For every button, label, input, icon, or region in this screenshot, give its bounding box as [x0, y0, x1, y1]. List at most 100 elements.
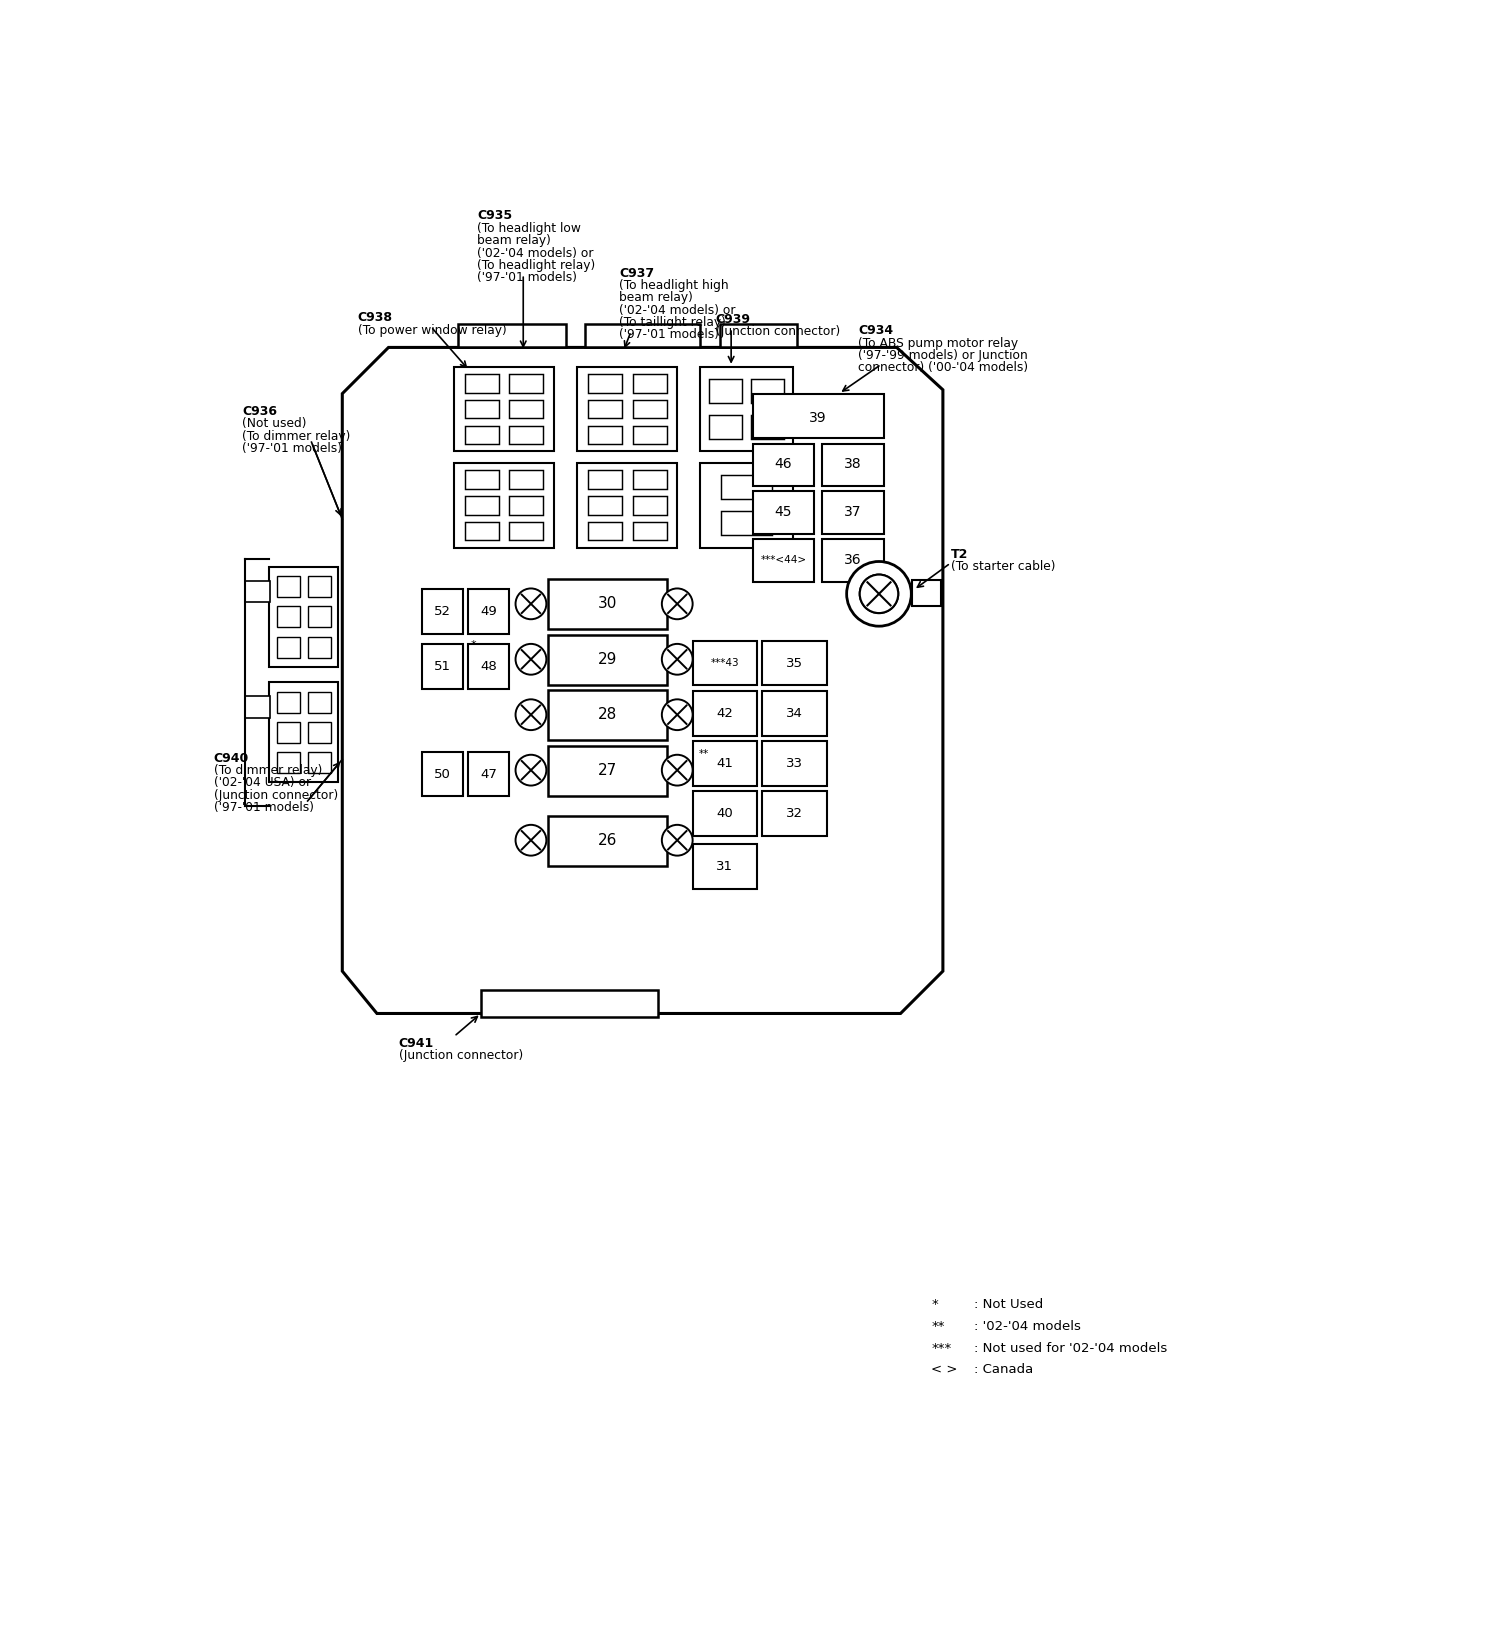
Text: : Not used for '02-'04 models: : Not used for '02-'04 models — [974, 1342, 1166, 1355]
Bar — [912, 580, 942, 607]
Bar — [458, 324, 565, 347]
Bar — [750, 380, 784, 403]
Bar — [708, 380, 743, 403]
Text: C937: C937 — [619, 266, 654, 279]
Text: ***<44>: ***<44> — [761, 556, 806, 566]
Text: (To dimmer relay): (To dimmer relay) — [243, 429, 351, 442]
Bar — [752, 393, 883, 439]
Text: 42: 42 — [716, 707, 734, 720]
Bar — [467, 589, 509, 635]
Bar — [633, 470, 666, 488]
Text: C938: C938 — [357, 311, 393, 324]
Bar — [509, 373, 544, 393]
Bar — [577, 367, 677, 452]
Text: (To headlight low: (To headlight low — [478, 222, 580, 235]
Bar — [307, 607, 330, 628]
Bar — [464, 426, 499, 444]
Text: 45: 45 — [775, 505, 793, 520]
Bar — [633, 373, 666, 393]
Bar — [464, 399, 499, 418]
Text: C934: C934 — [857, 324, 894, 337]
Bar — [422, 751, 463, 796]
Bar — [633, 521, 666, 541]
Bar — [763, 641, 827, 686]
Bar — [750, 416, 784, 439]
Text: (Not used): (Not used) — [243, 418, 307, 431]
Bar — [585, 324, 701, 347]
Text: ('97-'01 models): ('97-'01 models) — [243, 442, 342, 455]
Bar — [763, 690, 827, 735]
Text: : '02-'04 models: : '02-'04 models — [974, 1320, 1081, 1333]
Circle shape — [515, 644, 547, 674]
Bar — [821, 539, 883, 582]
Text: ('97-'01 models): ('97-'01 models) — [478, 271, 577, 284]
Text: ***43: ***43 — [711, 658, 740, 667]
Bar — [277, 753, 300, 773]
Circle shape — [515, 589, 547, 620]
Bar — [464, 496, 499, 515]
Text: *: * — [931, 1299, 937, 1312]
Text: C940: C940 — [214, 751, 249, 764]
Bar — [307, 722, 330, 743]
Text: 31: 31 — [716, 860, 734, 873]
Circle shape — [662, 644, 693, 674]
Text: : Not Used: : Not Used — [974, 1299, 1043, 1312]
Text: (Junction connector): (Junction connector) — [716, 326, 839, 339]
Text: **: ** — [699, 748, 710, 758]
Bar — [588, 470, 622, 488]
Circle shape — [515, 699, 547, 730]
Bar — [763, 791, 827, 835]
Bar — [277, 575, 300, 597]
Text: ('02-'04 models) or: ('02-'04 models) or — [478, 247, 594, 260]
Text: *: * — [470, 640, 476, 649]
Text: 41: 41 — [716, 756, 734, 769]
Bar — [422, 589, 463, 635]
Text: < >: < > — [931, 1363, 958, 1376]
Text: 28: 28 — [598, 707, 616, 722]
Bar — [633, 496, 666, 515]
Bar — [633, 399, 666, 418]
Bar — [588, 399, 622, 418]
Bar — [821, 444, 883, 487]
Bar — [633, 426, 666, 444]
Bar — [454, 367, 555, 452]
Bar — [509, 521, 544, 541]
Bar — [464, 521, 499, 541]
Polygon shape — [342, 347, 943, 1013]
Bar — [701, 464, 793, 547]
Bar — [509, 496, 544, 515]
Bar — [270, 567, 339, 667]
Text: 52: 52 — [434, 605, 451, 618]
Bar — [763, 741, 827, 786]
Text: **: ** — [931, 1320, 945, 1333]
Bar — [577, 464, 677, 547]
Bar — [307, 636, 330, 658]
Bar — [464, 373, 499, 393]
Bar — [821, 492, 883, 534]
Circle shape — [515, 825, 547, 855]
Bar — [752, 539, 814, 582]
Bar — [307, 692, 330, 712]
Bar — [588, 426, 622, 444]
Text: ('97-'99 models) or Junction: ('97-'99 models) or Junction — [857, 349, 1028, 362]
Text: ('97-'01 models): ('97-'01 models) — [214, 801, 313, 814]
Text: 36: 36 — [844, 552, 862, 567]
Bar — [588, 521, 622, 541]
Text: C941: C941 — [398, 1037, 434, 1049]
Text: 49: 49 — [481, 605, 497, 618]
Text: 27: 27 — [598, 763, 616, 778]
Bar — [467, 644, 509, 689]
Text: 48: 48 — [481, 659, 497, 672]
Bar — [454, 464, 555, 547]
Bar — [693, 641, 758, 686]
Text: ('02-'04 models) or: ('02-'04 models) or — [619, 304, 735, 317]
Circle shape — [662, 699, 693, 730]
Bar — [277, 607, 300, 628]
Bar — [588, 496, 622, 515]
Bar — [277, 636, 300, 658]
Bar — [693, 741, 758, 786]
Text: C936: C936 — [243, 404, 277, 418]
Bar — [244, 697, 270, 718]
Text: connector) ('00-'04 models): connector) ('00-'04 models) — [857, 362, 1028, 375]
Bar — [277, 722, 300, 743]
